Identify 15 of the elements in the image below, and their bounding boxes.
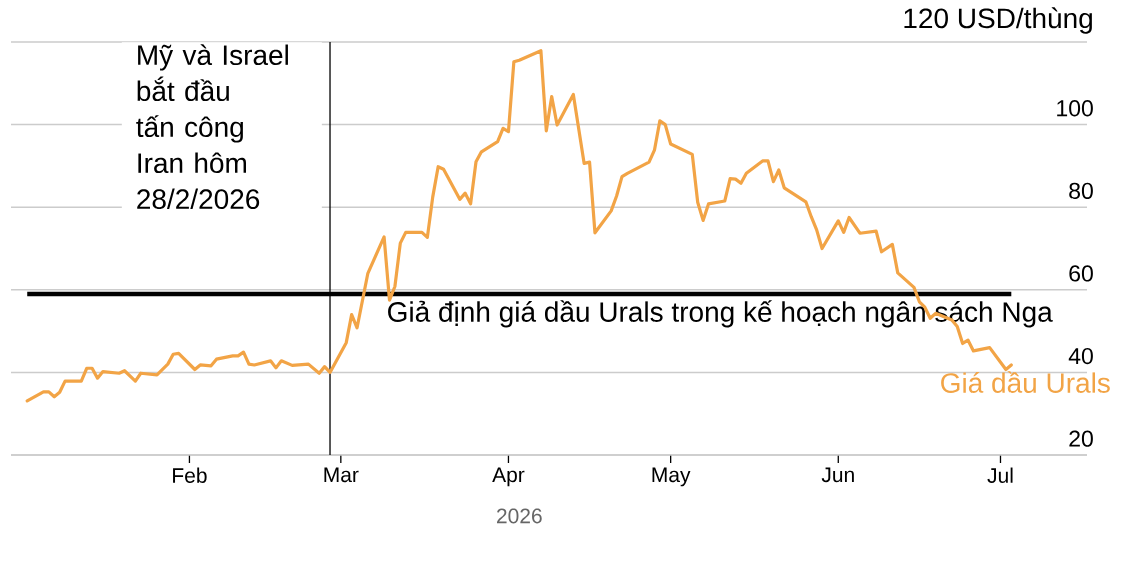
y-tick-label: 120 USD/thùng (904, 7, 1092, 34)
x-axis-title: 2026 (497, 508, 542, 524)
x-tick-label: Jun (821, 467, 854, 483)
y-tick-label: 60 (1069, 265, 1093, 282)
x-tick-label: May (652, 467, 691, 487)
ref-line-label: Mỹ và Israel bắt đầu tấn công Iran hôm 28/2/2026 (136, 44, 288, 210)
y-tick-label: 20 (1069, 430, 1093, 447)
y-tick-label: 80 (1069, 182, 1093, 199)
x-tick-label: Feb (173, 467, 207, 483)
x-tick-label: Mar (324, 467, 359, 483)
y-tick-label: 100 (1057, 100, 1093, 117)
x-tick-label: Apr (492, 467, 525, 487)
x-tick-label: Jul (987, 467, 1013, 483)
y-tick-label: 40 (1068, 347, 1093, 365)
series-label: Giá dầu Urals (941, 371, 1110, 393)
